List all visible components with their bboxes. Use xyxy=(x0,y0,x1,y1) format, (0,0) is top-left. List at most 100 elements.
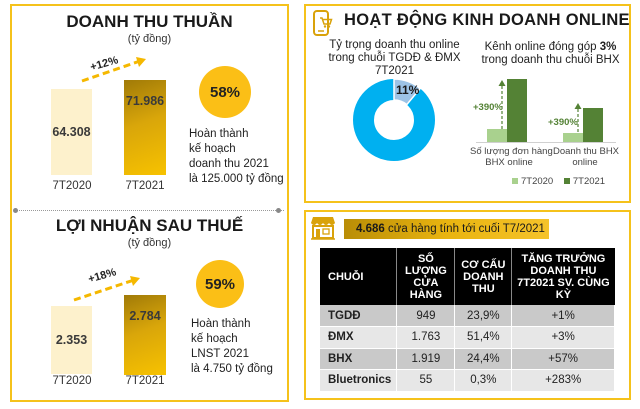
profit-note: Hoàn thành kế hoạch LNST 2021 là 4.750 t… xyxy=(191,317,273,377)
profit-growth-arrow-icon xyxy=(73,276,140,302)
profit-title: LỢI NHUẬN SAU THUẾ xyxy=(55,216,244,235)
note-line: doanh thu 2021 xyxy=(189,158,269,170)
revenue-note: Hoàn thành kế hoạch doanh thu 2021 là 12… xyxy=(189,127,284,187)
bhx-legend: 7T2020 7T2021 xyxy=(512,176,605,187)
online-title: HOẠT ĐỘNG KINH DOANH ONLINE xyxy=(344,11,630,29)
revenue-bar-7t2020: 64.308 xyxy=(51,89,92,175)
bhx-bar-revenue-7t2021 xyxy=(583,108,603,142)
profit-value-7t2020: 2.353 xyxy=(55,333,88,347)
label-line: Số lượng đơn hàng xyxy=(470,146,553,157)
note-line: Hoàn thành xyxy=(191,318,251,330)
profit-completion-badge: 59% xyxy=(196,260,244,308)
legend-label: 7T2021 xyxy=(572,176,606,187)
profit-value-7t2021: 2.784 xyxy=(129,309,161,323)
cell-share: 24,4% xyxy=(454,348,513,370)
cell-chain: BHX xyxy=(320,348,398,370)
revenue-unit: (tỷ đồng) xyxy=(127,33,172,45)
cell-chain: ĐMX xyxy=(320,326,398,349)
bhx-caption: Kênh online đóng góp 3% trong doanh thu … xyxy=(478,41,623,67)
bhx-orders-growth-arrow-icon xyxy=(498,80,506,129)
donut-caption: Tỷ trọng doanh thu online trong chuỗi TG… xyxy=(322,39,467,78)
bhx-bar-orders-7t2020 xyxy=(487,129,507,142)
cell-share: 0,3% xyxy=(454,369,513,392)
label-line: online xyxy=(572,157,598,168)
bhx-xlabel-revenue: Doanh thu BHX online xyxy=(553,146,620,168)
note-line: là 125.000 tỷ đồng xyxy=(189,173,284,185)
legend-item-7t2020: 7T2020 xyxy=(512,176,553,187)
cell-stores: 1.763 xyxy=(396,326,456,349)
cell-stores: 949 xyxy=(396,305,456,327)
col-header-growth: TĂNG TRƯỞNG DOANH THU 7T2021 SV. CÙNG KỲ xyxy=(511,248,615,305)
cell-stores: 55 xyxy=(396,369,456,392)
note-line: kế hoạch xyxy=(191,333,238,345)
col-header-revenue-share: CƠ CẤU DOANH THU xyxy=(454,248,513,305)
storefront-icon xyxy=(311,217,335,240)
cell-share: 23,9% xyxy=(454,305,513,327)
mobile-cart-icon xyxy=(313,10,333,36)
label-line: Doanh thu BHX xyxy=(553,146,620,157)
divider-dot-right xyxy=(276,208,281,213)
caption-bold: 3% xyxy=(599,41,617,53)
note-line: là 4.750 tỷ đồng xyxy=(191,363,273,375)
revenue-value-7t2020: 64.308 xyxy=(52,125,91,139)
bhx-revenue-growth-arrow-icon xyxy=(574,103,582,132)
note-line: LNST 2021 xyxy=(191,348,249,360)
caption-line: trong chuỗi TGDĐ & ĐMX xyxy=(328,52,461,64)
legend-label: 7T2020 xyxy=(521,176,554,187)
cell-growth: +57% xyxy=(511,348,615,370)
cell-share: 51,4% xyxy=(454,326,513,349)
bhx-chart-baseline xyxy=(476,142,616,143)
bhx-bar-revenue-7t2020 xyxy=(563,133,583,142)
profit-completion-pct: 59% xyxy=(204,275,236,293)
table-row: ĐMX 1.763 51,4% +3% xyxy=(320,326,615,349)
legend-swatch-light-green xyxy=(512,178,518,185)
profit-bar-7t2021: 2.784 xyxy=(124,295,166,375)
legend-swatch-dark-green xyxy=(563,178,570,185)
profit-bar-7t2020: 2.353 xyxy=(51,306,92,374)
online-panel xyxy=(304,4,631,203)
caption-prefix: Kênh online đóng góp xyxy=(484,41,600,53)
bhx-bar-orders-7t2021 xyxy=(507,79,527,142)
cell-growth: +1% xyxy=(511,305,615,327)
label-line: BHX online xyxy=(485,157,533,168)
col-header-store-count: SỐ LƯỢNG CỬA HÀNG xyxy=(396,248,456,305)
revenue-value-7t2021: 71.986 xyxy=(125,94,165,108)
donut-online-label: 11% xyxy=(396,83,420,97)
store-chains-table: CHUỖI SỐ LƯỢNG CỬA HÀNG CƠ CẤU DOANH THU… xyxy=(320,248,615,392)
revenue-growth-arrow-icon xyxy=(81,57,146,83)
caption-line: trong doanh thu chuỗi BHX xyxy=(481,54,620,66)
cell-stores: 1.919 xyxy=(396,348,456,370)
legend-item-7t2021: 7T2021 xyxy=(563,176,606,187)
revenue-completion-pct: 58% xyxy=(209,83,241,101)
col-header-chain: CHUỖI xyxy=(320,248,398,305)
store-count-text: cửa hàng tính tới cuối T7/2021 xyxy=(384,223,545,235)
table-row: BHX 1.919 24,4% +57% xyxy=(320,348,615,370)
cell-growth: +283% xyxy=(511,369,615,392)
revenue-bar-7t2021: 71.986 xyxy=(124,80,166,175)
table-row: Bluetronics 55 0,3% +283% xyxy=(320,369,615,392)
store-count-value: 4.686 xyxy=(356,223,385,235)
revenue-xlabel-7t2021: 7T2021 xyxy=(125,180,165,192)
table-header-row: CHUỖI SỐ LƯỢNG CỬA HÀNG CƠ CẤU DOANH THU… xyxy=(320,248,615,305)
revenue-xlabel-7t2020: 7T2020 xyxy=(52,180,92,192)
caption-line: Tỷ trọng doanh thu online xyxy=(329,39,460,51)
bhx-orders-growth-label: +390% xyxy=(473,102,503,113)
note-line: kế hoạch xyxy=(189,143,236,155)
profit-xlabel-7t2021: 7T2021 xyxy=(125,375,165,387)
note-line: Hoàn thành xyxy=(189,128,249,140)
store-count-banner: 4.686 cửa hàng tính tới cuối T7/2021 xyxy=(344,219,549,239)
cell-chain: TGDĐ xyxy=(320,305,398,327)
section-divider xyxy=(14,210,284,211)
profit-xlabel-7t2020: 7T2020 xyxy=(52,375,92,387)
divider-dot-left xyxy=(13,208,18,213)
profit-unit: (tỷ đồng) xyxy=(127,237,172,249)
online-share-donut xyxy=(353,79,435,161)
cell-growth: +3% xyxy=(511,326,615,349)
revenue-completion-badge: 58% xyxy=(199,66,251,118)
bhx-xlabel-orders: Số lượng đơn hàng BHX online xyxy=(470,146,553,168)
bhx-revenue-growth-label: +390% xyxy=(548,117,578,128)
cell-chain: Bluetronics xyxy=(320,369,398,392)
revenue-title: DOANH THU THUẦN xyxy=(66,12,233,31)
table-row: TGDĐ 949 23,9% +1% xyxy=(320,305,615,327)
caption-line: 7T2021 xyxy=(374,65,414,77)
